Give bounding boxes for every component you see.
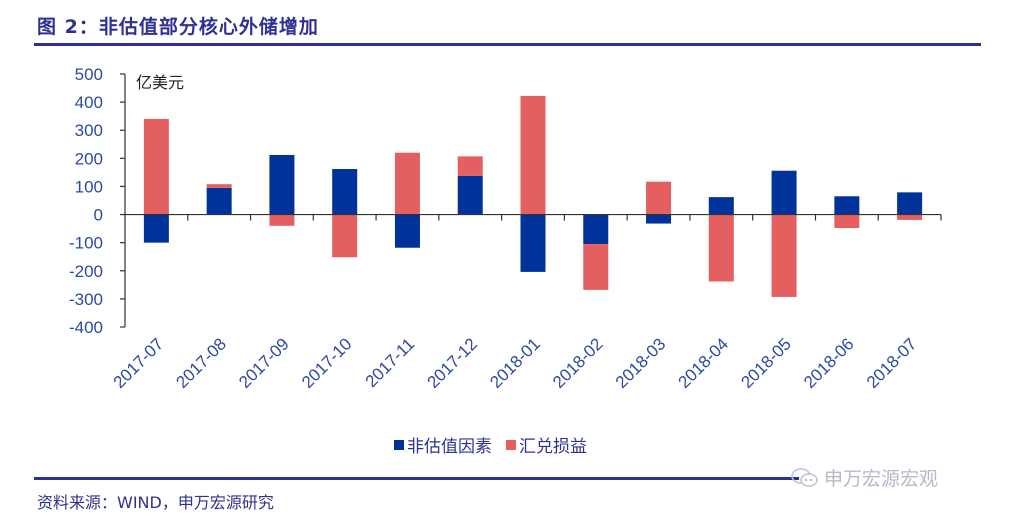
bar-fx-2017-12 [457,156,483,176]
bar-fx-2017-09 [269,214,295,226]
bar-non-valuation-2018-01 [520,214,546,272]
unit-label: 亿美元 [136,73,184,92]
x-tick-label: 2018-02 [549,334,607,392]
y-tick-label: 100 [75,177,103,196]
bar-non-valuation-2017-10 [332,169,358,215]
y-tick-label: -300 [69,290,103,309]
bar-fx-2017-11 [394,152,420,215]
figure-title: 图 2：非估值部分核心外储增加 [37,16,319,38]
bar-fx-2017-07 [143,118,169,215]
x-tick-label: 2017-11 [362,334,419,391]
bar-fx-2018-01 [520,95,546,215]
bar-non-valuation-2018-05 [771,170,797,215]
y-tick-label: -200 [69,262,103,281]
bar-non-valuation-2018-03 [646,214,672,224]
bar-chart: 500 400 300 200 100 0 -100 -200 -300 -400 2017-07… [69,65,942,392]
x-tick-label: 2018-07 [863,334,921,392]
bar-non-valuation-2017-09 [269,154,295,215]
bar-fx-2018-05 [771,214,797,297]
wechat-icon [791,467,818,487]
x-tick-label: 2018-06 [800,334,858,392]
bar-non-valuation-2017-08 [206,187,232,215]
bar-fx-2017-10 [332,214,358,258]
watermark: 申万宏源宏观 [790,464,938,491]
legend: 非估值因素 汇兑损益 [394,432,587,457]
y-tick-label: 500 [75,65,103,84]
x-tick-label: 2017-10 [298,334,356,392]
x-tick-label: 2018-01 [486,334,544,392]
bar-fx-2018-06 [834,214,860,229]
x-tick-label: 2017-08 [172,334,230,392]
x-tick-label: 2017-07 [110,334,168,392]
bar-fx-2018-04 [708,214,734,282]
legend-swatch-red [506,439,516,450]
y-tick-label: -400 [69,318,103,337]
x-tick-label: 2017-12 [424,334,482,392]
bar-non-valuation-2017-12 [457,175,483,215]
y-tick-label: 200 [75,149,103,168]
x-tick-label: 2017-09 [235,334,293,392]
y-axis: 500 400 300 200 100 0 -100 -200 -300 -400 [69,65,126,337]
bar-fx-2018-07 [897,214,923,220]
y-tick-label: 400 [75,93,103,112]
bar-non-valuation-2017-11 [394,214,420,248]
legend-swatch-blue [394,439,404,450]
x-tick-label: 2018-05 [737,334,795,392]
y-tick-label: 300 [75,121,103,140]
legend-label: 汇兑损益 [519,437,587,457]
bar-non-valuation-2018-04 [708,197,734,215]
legend-label: 非估值因素 [407,437,492,457]
x-tick-label: 2018-03 [612,334,670,392]
bar-fx-2018-03 [646,181,672,215]
y-tick-label: -100 [69,234,103,253]
bar-fx-2018-02 [583,244,609,290]
watermark-text: 申万宏源宏观 [824,468,939,490]
bar-non-valuation-2018-06 [834,196,860,215]
bar-non-valuation-2018-07 [897,192,923,215]
bars [143,95,923,297]
bar-fx-2017-08 [206,184,232,188]
legend-item-fx: 汇兑损益 [506,432,587,457]
x-tick-label: 2018-04 [675,334,733,392]
title-rule [34,43,981,46]
y-tick-label: 0 [94,206,103,225]
bar-non-valuation-2018-02 [583,214,609,245]
bar-non-valuation-2017-07 [143,214,169,243]
source-note: 资料来源：WIND，申万宏源研究 [37,493,274,512]
legend-item-non-valuation: 非估值因素 [394,432,492,457]
footer-rule [34,477,799,480]
